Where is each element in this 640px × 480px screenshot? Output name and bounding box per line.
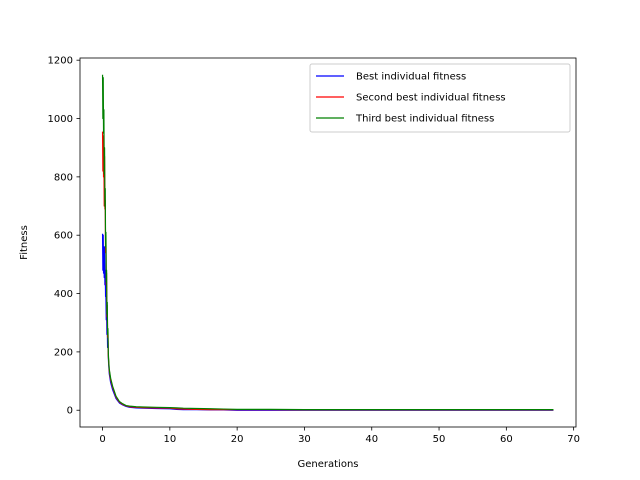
y-tick-label: 800 <box>54 172 73 183</box>
y-tick-label: 600 <box>54 231 73 242</box>
y-tick-label: 400 <box>54 289 73 300</box>
series-layer <box>101 74 554 411</box>
y-tick-label: 1200 <box>48 56 73 67</box>
y-tick-label: 200 <box>54 347 73 358</box>
y-tick-label: 0 <box>67 406 73 417</box>
legend-frame <box>309 63 571 133</box>
plot-frame <box>79 57 577 428</box>
x-tick-label: 50 <box>433 434 446 445</box>
y-axis-label: Fitness <box>19 225 30 260</box>
x-tick-label: 70 <box>567 434 580 445</box>
ticks-layer: 0 10 20 30 40 50 60 70 0 200 400 600 800 1000 1200 <box>48 56 580 445</box>
series-line-3 <box>101 74 554 411</box>
legend-label-3: Third best individual fitness <box>355 114 494 125</box>
legend-label-1: Best individual fitness <box>356 72 466 83</box>
x-tick-label: 20 <box>231 434 244 445</box>
x-tick-label: 40 <box>365 434 378 445</box>
x-tick-label: 60 <box>500 434 513 445</box>
legend-label-2: Second best individual fitness <box>356 93 506 104</box>
x-tick-label: 30 <box>298 434 311 445</box>
x-tick-label: 0 <box>99 434 105 445</box>
y-tick-label: 1000 <box>48 114 73 125</box>
x-axis-label: Generations <box>298 459 359 470</box>
legend: Best individual fitness Second best indiv… <box>309 63 571 133</box>
x-tick-label: 10 <box>163 434 176 445</box>
